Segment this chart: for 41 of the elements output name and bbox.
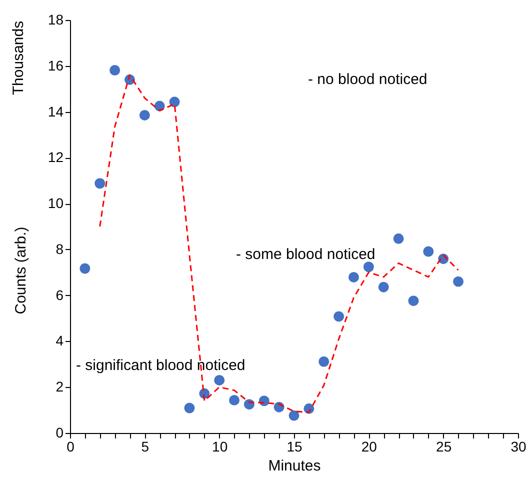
point	[184, 402, 195, 414]
y-axis-title: Counts (arb.)	[12, 226, 30, 314]
y-tick-label: 8	[56, 240, 64, 257]
point	[139, 110, 150, 120]
point	[408, 296, 419, 306]
y-tick-label: 10	[48, 195, 64, 212]
y-tick-label: 14	[48, 103, 64, 120]
x-tick-label: 25	[436, 438, 452, 454]
y-tick-label: 6	[56, 286, 64, 303]
point	[110, 65, 120, 76]
x-tick-label: 20	[361, 438, 378, 454]
x-tick-label: 15	[286, 438, 302, 454]
point	[169, 96, 180, 108]
point	[423, 246, 434, 257]
y-tick-label: 12	[48, 149, 64, 166]
annotation: - no blood noticed	[308, 71, 428, 88]
y-tick-label: 2	[56, 378, 64, 395]
point	[229, 394, 240, 406]
point	[94, 178, 106, 189]
point	[334, 311, 344, 322]
y-tick-label: 0	[56, 424, 64, 440]
point	[378, 282, 389, 292]
point	[363, 262, 374, 272]
point	[288, 410, 300, 421]
point	[214, 374, 225, 386]
annotation: - some blood noticed	[236, 246, 376, 263]
x-tick-label: 30	[510, 438, 526, 454]
point	[453, 276, 464, 287]
y-tick-label: 4	[56, 332, 64, 349]
text: Thousands	[10, 20, 27, 96]
annotation: - significant blood noticed	[76, 357, 246, 374]
x-tick-label: 10	[212, 438, 228, 454]
x-tick-label: 5	[141, 438, 150, 454]
point	[348, 272, 359, 282]
point	[318, 356, 330, 367]
point	[393, 233, 404, 244]
x-tick-label: 0	[66, 438, 75, 454]
y-tick-label: 18	[48, 12, 64, 28]
x-axis-title: Minutes	[268, 458, 321, 474]
y-tick-label: 16	[48, 57, 64, 74]
point	[80, 263, 90, 274]
